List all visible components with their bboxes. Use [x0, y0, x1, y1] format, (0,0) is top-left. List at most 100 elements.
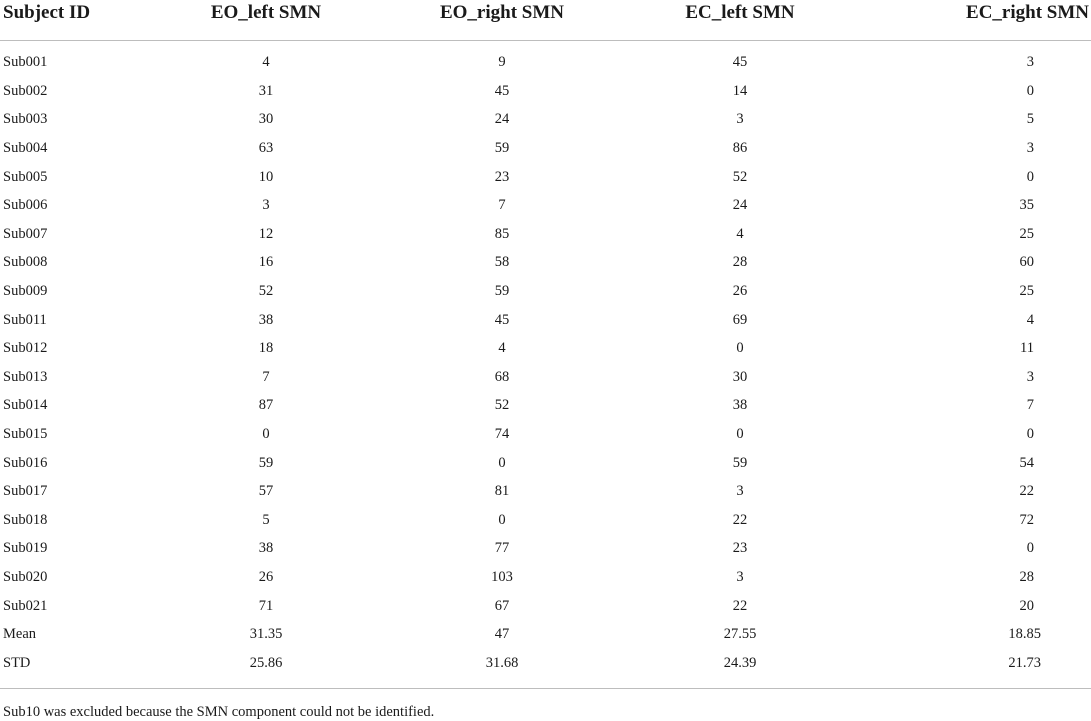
- cell-ec-right-smn: 72: [1019, 511, 1035, 528]
- cell-ec-left-smn: 23: [732, 540, 748, 557]
- cell-ec-right-smn: 25: [1019, 225, 1035, 242]
- table-row: Sub011 38 45 69 4: [0, 305, 1091, 334]
- cell-ec-left-smn: 3: [736, 568, 744, 585]
- cell-subject-id: Sub020: [3, 568, 48, 585]
- cell-ec-left-smn: 14: [732, 82, 748, 99]
- table-row: Sub015 0 74 0 0: [0, 420, 1091, 449]
- table-row: Sub009 52 59 26 25: [0, 277, 1091, 306]
- cell-ec-left-smn: 24: [732, 197, 748, 214]
- cell-eo-right-smn: 24: [494, 111, 510, 128]
- cell-eo-left-smn: 38: [258, 311, 274, 328]
- cell-subject-id: Sub002: [3, 82, 48, 99]
- cell-eo-left-smn: 16: [258, 254, 274, 271]
- cell-ec-left-smn: 30: [732, 368, 748, 385]
- cell-eo-left-smn: 57: [258, 483, 274, 500]
- table-row: Sub019 38 77 23 0: [0, 534, 1091, 563]
- cell-subject-id: Sub012: [3, 340, 48, 357]
- cell-subject-id: Sub004: [3, 140, 48, 157]
- cell-ec-right-smn: 35: [1019, 197, 1035, 214]
- cell-eo-right-smn: 74: [494, 426, 510, 443]
- cell-ec-right-smn: 0: [1026, 426, 1034, 443]
- cell-eo-right-smn: 58: [494, 254, 510, 271]
- header-subject-id: Subject ID: [0, 0, 150, 41]
- cell-ec-right-smn: 20: [1019, 597, 1035, 614]
- cell-ec-right-smn: 4: [1026, 311, 1034, 328]
- cell-ec-left-smn: 0: [736, 340, 744, 357]
- table-header: Subject ID EO_left SMN EO_right SMN EC_l…: [0, 0, 1091, 41]
- table-row: Sub004 63 59 86 3: [0, 134, 1091, 163]
- cell-eo-right-smn: 67: [494, 597, 510, 614]
- table-row: Sub017 57 81 3 22: [0, 477, 1091, 506]
- cell-ec-right-smn: 28: [1019, 568, 1035, 585]
- cell-eo-right-smn: 47: [494, 626, 510, 643]
- table-body: Sub001 4 9 45 3 Sub002 31 45 14 0 Sub003 30 24 3 5 Sub0…: [0, 41, 1091, 689]
- cell-ec-left-smn: 45: [732, 54, 748, 71]
- cell-eo-left-smn: 38: [258, 540, 274, 557]
- cell-ec-left-smn: 38: [732, 397, 748, 414]
- cell-eo-right-smn: 103: [491, 568, 513, 585]
- header-ec-right-smn: EC_right SMN: [858, 0, 1091, 41]
- cell-eo-left-smn: 52: [258, 283, 274, 300]
- cell-subject-id: Sub014: [3, 397, 48, 414]
- table-row: Sub006 3 7 24 35: [0, 191, 1091, 220]
- cell-subject-id: Sub003: [3, 111, 48, 128]
- cell-eo-right-smn: 68: [494, 368, 510, 385]
- table-row: STD 25.86 31.68 24.39 21.73: [0, 648, 1091, 689]
- cell-ec-left-smn: 26: [732, 283, 748, 300]
- table-row: Sub008 16 58 28 60: [0, 248, 1091, 277]
- cell-ec-right-smn: 5: [1026, 111, 1034, 128]
- cell-ec-left-smn: 22: [732, 511, 748, 528]
- cell-ec-left-smn: 69: [732, 311, 748, 328]
- cell-subject-id: Mean: [3, 626, 37, 643]
- cell-ec-right-smn: 60: [1019, 254, 1035, 271]
- table-row: Sub020 26 103 3 28: [0, 563, 1091, 592]
- cell-ec-right-smn: 18.85: [1008, 626, 1041, 643]
- table-footer: Sub10 was excluded because the SMN compo…: [0, 688, 1091, 721]
- cell-eo-right-smn: 7: [498, 197, 506, 214]
- cell-subject-id: Sub015: [3, 426, 48, 443]
- cell-subject-id: Sub016: [3, 454, 48, 471]
- cell-ec-left-smn: 3: [736, 111, 744, 128]
- table-row: Mean 31.35 47 27.55 18.85: [0, 620, 1091, 649]
- spacer-cell: [0, 41, 1091, 49]
- cell-ec-left-smn: 27.55: [723, 626, 757, 643]
- cell-ec-right-smn: 11: [1020, 340, 1034, 357]
- table-row: Sub016 59 0 59 54: [0, 448, 1091, 477]
- cell-eo-right-smn: 23: [494, 168, 510, 185]
- cell-subject-id: Sub011: [3, 311, 47, 328]
- header-ec-left-smn: EC_left SMN: [622, 0, 858, 41]
- header-eo-right-smn: EO_right SMN: [382, 0, 622, 41]
- cell-subject-id: STD: [3, 655, 31, 672]
- cell-eo-left-smn: 3: [262, 197, 270, 214]
- cell-ec-right-smn: 0: [1026, 168, 1034, 185]
- cell-eo-left-smn: 25.86: [249, 655, 283, 672]
- cell-eo-right-smn: 81: [494, 483, 510, 500]
- cell-eo-right-smn: 45: [494, 311, 510, 328]
- cell-ec-left-smn: 28: [732, 254, 748, 271]
- cell-eo-left-smn: 5: [262, 511, 270, 528]
- cell-eo-right-smn: 31.68: [485, 655, 519, 672]
- cell-eo-left-smn: 59: [258, 454, 274, 471]
- table-row: Sub005 10 23 52 0: [0, 162, 1091, 191]
- header-eo-left-smn: EO_left SMN: [150, 0, 382, 41]
- cell-eo-left-smn: 87: [258, 397, 274, 414]
- cell-eo-right-smn: 85: [494, 225, 510, 242]
- cell-eo-left-smn: 12: [258, 225, 274, 242]
- cell-ec-left-smn: 3: [736, 483, 744, 500]
- table-row: Sub014 87 52 38 7: [0, 391, 1091, 420]
- cell-ec-left-smn: 24.39: [723, 655, 757, 672]
- cell-eo-right-smn: 59: [494, 283, 510, 300]
- cell-ec-right-smn: 7: [1026, 397, 1034, 414]
- cell-subject-id: Sub005: [3, 168, 48, 185]
- cell-ec-right-smn: 3: [1026, 140, 1034, 157]
- cell-eo-left-smn: 10: [258, 168, 274, 185]
- cell-ec-right-smn: 3: [1026, 54, 1034, 71]
- table-row: Sub018 5 0 22 72: [0, 506, 1091, 535]
- cell-ec-right-smn: 0: [1026, 540, 1034, 557]
- cell-ec-right-smn: 25: [1019, 283, 1035, 300]
- footnote-row: Sub10 was excluded because the SMN compo…: [0, 688, 1091, 721]
- table-row: Sub003 30 24 3 5: [0, 105, 1091, 134]
- cell-subject-id: Sub008: [3, 254, 48, 271]
- cell-eo-right-smn: 0: [498, 511, 506, 528]
- cell-eo-left-smn: 0: [262, 426, 270, 443]
